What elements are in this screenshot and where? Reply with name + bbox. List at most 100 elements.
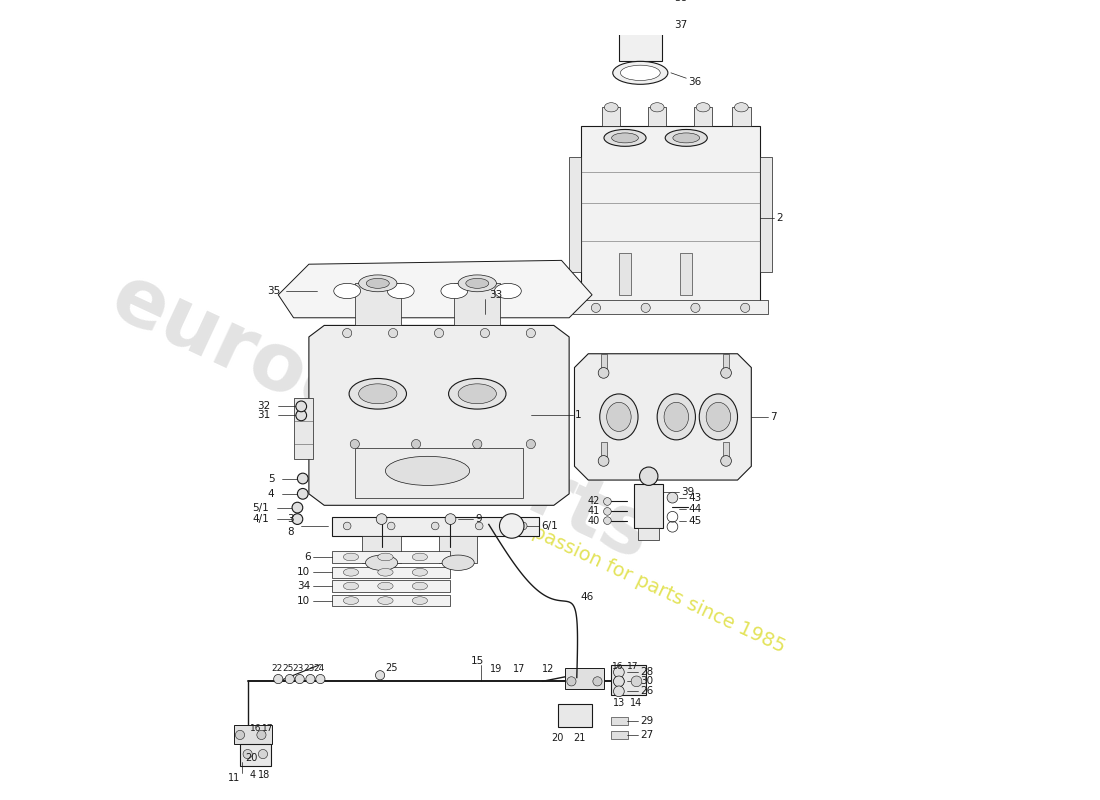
Bar	[602, 107, 620, 126]
Ellipse shape	[349, 378, 407, 409]
Text: 31: 31	[257, 410, 271, 420]
Text: 4: 4	[250, 770, 255, 780]
Circle shape	[297, 473, 308, 484]
Circle shape	[296, 401, 307, 412]
Circle shape	[720, 367, 732, 378]
Circle shape	[411, 439, 420, 449]
Bar	[723, 354, 729, 367]
Text: 43: 43	[689, 493, 702, 502]
Ellipse shape	[441, 283, 468, 298]
Text: 23: 23	[293, 664, 304, 673]
Bar	[760, 157, 772, 272]
Ellipse shape	[458, 275, 496, 292]
Bar	[612, 718, 628, 725]
Text: 22: 22	[271, 664, 283, 673]
Ellipse shape	[620, 65, 660, 81]
Circle shape	[258, 750, 267, 758]
Ellipse shape	[365, 555, 398, 570]
Ellipse shape	[359, 384, 397, 404]
Circle shape	[526, 329, 536, 338]
Circle shape	[720, 455, 732, 466]
Bar	[638, 528, 660, 540]
Ellipse shape	[377, 582, 393, 590]
Bar	[635, 484, 663, 528]
Ellipse shape	[624, 9, 657, 22]
Circle shape	[256, 730, 266, 739]
Circle shape	[632, 0, 648, 6]
Bar	[627, 0, 654, 17]
Circle shape	[297, 489, 308, 499]
Circle shape	[740, 303, 750, 313]
Ellipse shape	[343, 582, 359, 590]
Circle shape	[631, 676, 642, 686]
Text: 38: 38	[674, 0, 688, 3]
Circle shape	[592, 303, 601, 313]
Circle shape	[481, 329, 490, 338]
Ellipse shape	[412, 597, 428, 605]
Circle shape	[499, 514, 524, 538]
Bar	[454, 283, 500, 326]
Circle shape	[614, 667, 624, 678]
Bar	[581, 126, 760, 302]
Bar	[573, 300, 768, 314]
Circle shape	[274, 674, 283, 684]
Text: 3: 3	[287, 514, 294, 524]
Ellipse shape	[673, 133, 700, 143]
Bar	[648, 107, 667, 126]
Ellipse shape	[600, 394, 638, 440]
Circle shape	[614, 676, 624, 686]
Text: 25: 25	[283, 664, 294, 673]
Bar	[294, 398, 312, 459]
Ellipse shape	[735, 102, 748, 112]
Ellipse shape	[387, 283, 414, 298]
Ellipse shape	[412, 553, 428, 561]
Text: 5: 5	[267, 474, 274, 483]
Bar	[332, 566, 451, 578]
Circle shape	[292, 514, 302, 525]
Bar	[234, 725, 272, 744]
Circle shape	[566, 677, 576, 686]
Text: 21: 21	[573, 733, 585, 743]
Ellipse shape	[612, 133, 638, 143]
Text: 30: 30	[640, 676, 653, 686]
Text: 2: 2	[776, 214, 782, 223]
Circle shape	[343, 522, 351, 530]
Circle shape	[375, 670, 385, 680]
Ellipse shape	[604, 102, 618, 112]
Text: 41: 41	[587, 506, 600, 517]
Text: 26: 26	[640, 686, 653, 696]
Text: a passion for parts since 1985: a passion for parts since 1985	[514, 514, 789, 657]
Ellipse shape	[377, 553, 393, 561]
Text: 9: 9	[476, 514, 483, 524]
Text: 8: 8	[287, 527, 294, 537]
Ellipse shape	[377, 569, 393, 576]
Ellipse shape	[377, 597, 393, 605]
Bar	[332, 595, 451, 606]
Polygon shape	[278, 260, 592, 318]
Text: 40: 40	[587, 516, 600, 526]
Circle shape	[627, 0, 654, 12]
Ellipse shape	[343, 569, 359, 576]
Ellipse shape	[706, 402, 730, 431]
Text: 32: 32	[257, 402, 271, 411]
Circle shape	[296, 410, 307, 421]
Circle shape	[243, 750, 252, 758]
Circle shape	[350, 439, 360, 449]
Bar	[332, 580, 451, 592]
Text: 27: 27	[640, 730, 653, 740]
Ellipse shape	[343, 553, 359, 561]
Polygon shape	[309, 326, 569, 506]
Bar	[680, 253, 692, 295]
Text: 5/1: 5/1	[252, 502, 270, 513]
Text: 17: 17	[627, 662, 638, 670]
Circle shape	[431, 522, 439, 530]
Text: 39: 39	[681, 486, 694, 497]
Text: 11: 11	[228, 773, 240, 783]
Ellipse shape	[495, 283, 521, 298]
Circle shape	[614, 676, 624, 686]
Circle shape	[473, 439, 482, 449]
Ellipse shape	[465, 278, 488, 288]
Text: 23: 23	[304, 664, 315, 673]
Bar	[612, 731, 628, 738]
Text: eurocarparts: eurocarparts	[99, 258, 664, 577]
